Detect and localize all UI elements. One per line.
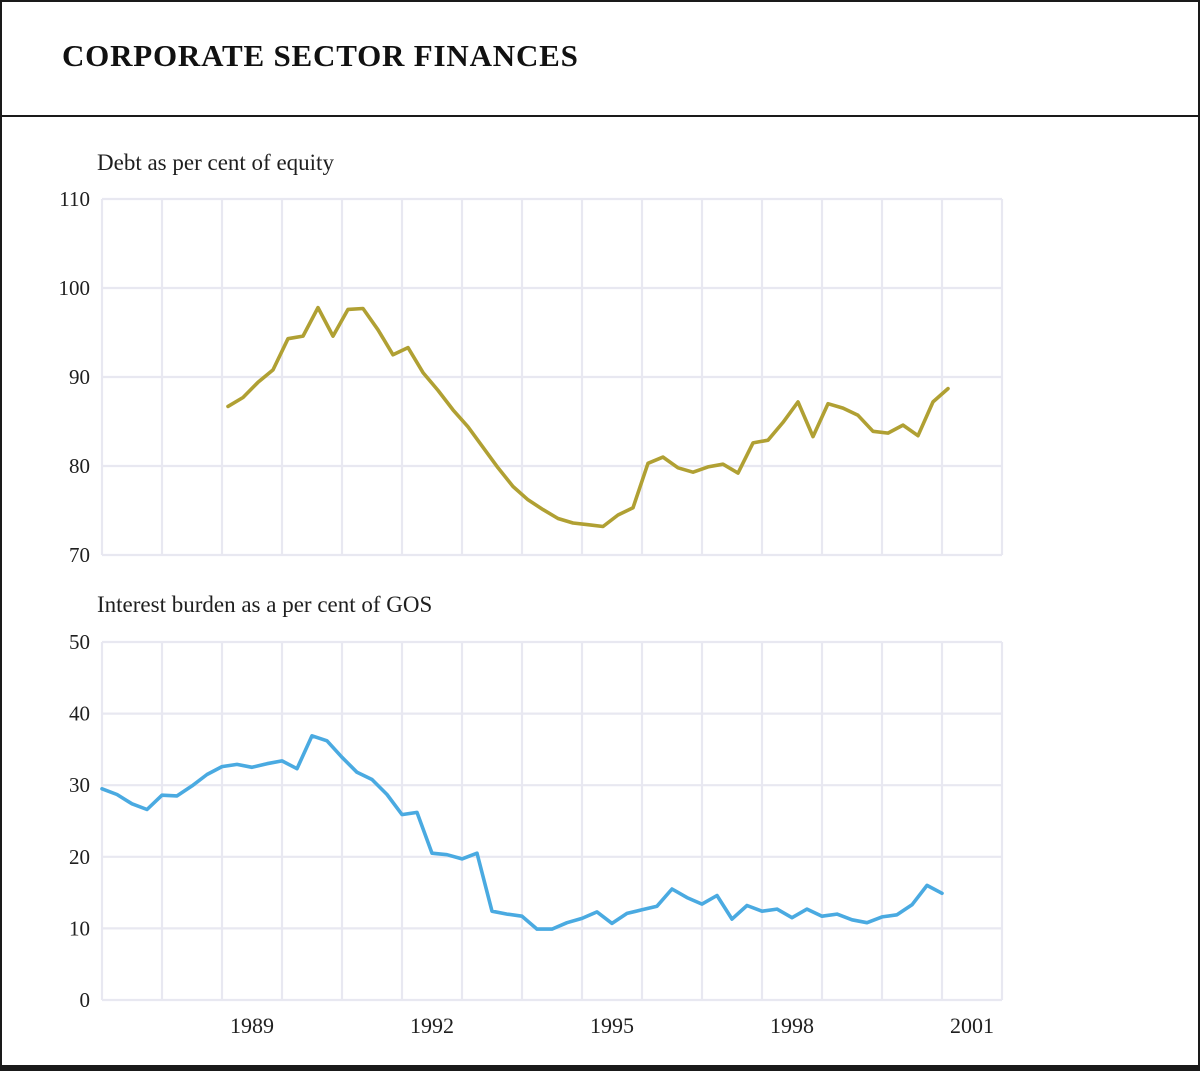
y-tick-label: 20 [69,845,90,869]
y-tick-label: 100 [59,276,91,300]
chart-1-y-axis-labels: 110 100 90 80 70 [59,187,91,567]
interest-burden-per-cent-of-gos-line [100,733,944,931]
chart2-title: Interest burden as a per cent of GOS [97,592,433,617]
chart-2-plot: 50 40 30 20 10 0 [69,630,1004,1012]
x-tick-label: 1998 [770,1013,814,1038]
title-bar: CORPORATE SECTOR FINANCES [2,2,1198,117]
y-tick-label: 10 [69,916,90,940]
chart-1-plot: 110 100 90 80 70 [59,187,1004,567]
y-tick-label: 50 [69,630,90,654]
y-tick-label: 40 [69,702,90,726]
y-tick-label: 30 [69,773,90,797]
chart-1-gridlines [100,197,1004,557]
x-tick-label: 1989 [230,1013,274,1038]
page-title: CORPORATE SECTOR FINANCES [62,38,579,73]
x-tick-label: 2001 [950,1013,994,1038]
chart-2-y-axis-labels: 50 40 30 20 10 0 [69,630,90,1012]
chart1-title: Debt as per cent of equity [97,150,334,175]
x-axis-labels: 1989 1992 1995 1998 2001 [230,1013,994,1038]
y-tick-label: 70 [69,543,90,567]
y-tick-label: 80 [69,454,90,478]
y-tick-label: 0 [80,988,91,1012]
chart-2-gridlines [100,640,1004,1002]
y-tick-label: 90 [69,365,90,389]
x-tick-label: 1995 [590,1013,634,1038]
y-tick-label: 110 [59,187,90,211]
debt-per-cent-of-equity-line [226,305,950,529]
x-tick-label: 1992 [410,1013,454,1038]
